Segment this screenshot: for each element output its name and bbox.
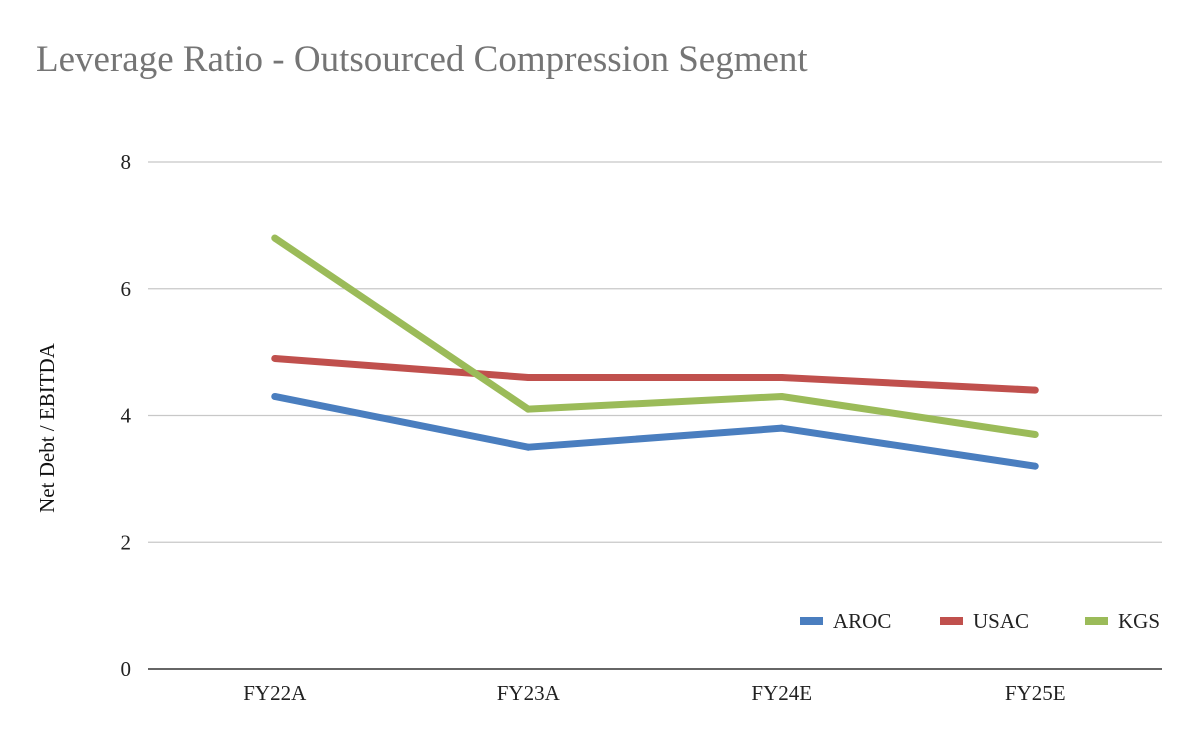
x-tick-label: FY23A [497, 681, 561, 705]
series-lines [271, 234, 1039, 470]
legend-label-kgs: KGS [1118, 609, 1160, 633]
data-point-aroc [271, 392, 279, 400]
data-point-kgs [778, 392, 786, 400]
legend-label-aroc: AROC [833, 609, 891, 633]
series-line-usac [274, 354, 1036, 394]
data-point-kgs [524, 405, 532, 413]
data-point-usac [1031, 386, 1039, 394]
legend-swatch-aroc [800, 617, 823, 625]
data-point-usac [778, 373, 786, 381]
x-tick-label: FY25E [1005, 681, 1066, 705]
data-point-aroc [1031, 462, 1039, 470]
legend: AROC USAC KGS [800, 609, 1160, 633]
data-point-aroc [524, 443, 532, 451]
series-line-aroc [274, 393, 1036, 470]
legend-swatch-kgs [1085, 617, 1108, 625]
series-line-kgs [272, 235, 1036, 438]
data-point-kgs [1031, 431, 1039, 439]
data-point-usac [271, 354, 279, 362]
x-tick-label: FY24E [751, 681, 812, 705]
data-point-kgs [271, 234, 279, 242]
y-tick-label: 4 [121, 404, 132, 428]
gridlines [148, 161, 1162, 670]
data-point-aroc [778, 424, 786, 432]
y-tick-label: 6 [121, 277, 132, 301]
y-tick-label: 0 [121, 657, 132, 681]
y-tick-label: 2 [121, 530, 132, 554]
legend-swatch-usac [940, 617, 963, 625]
y-tick-label: 8 [121, 150, 132, 174]
x-tick-labels: FY22A FY23A FY24E FY25E [243, 681, 1065, 705]
y-axis-label: Net Debt / EBITDA [35, 342, 59, 513]
y-tick-labels: 0 2 4 6 8 [121, 150, 132, 681]
chart-title: Leverage Ratio - Outsourced Compression … [36, 39, 808, 80]
legend-label-usac: USAC [973, 609, 1029, 633]
data-point-usac [524, 373, 532, 381]
x-tick-label: FY22A [243, 681, 307, 705]
